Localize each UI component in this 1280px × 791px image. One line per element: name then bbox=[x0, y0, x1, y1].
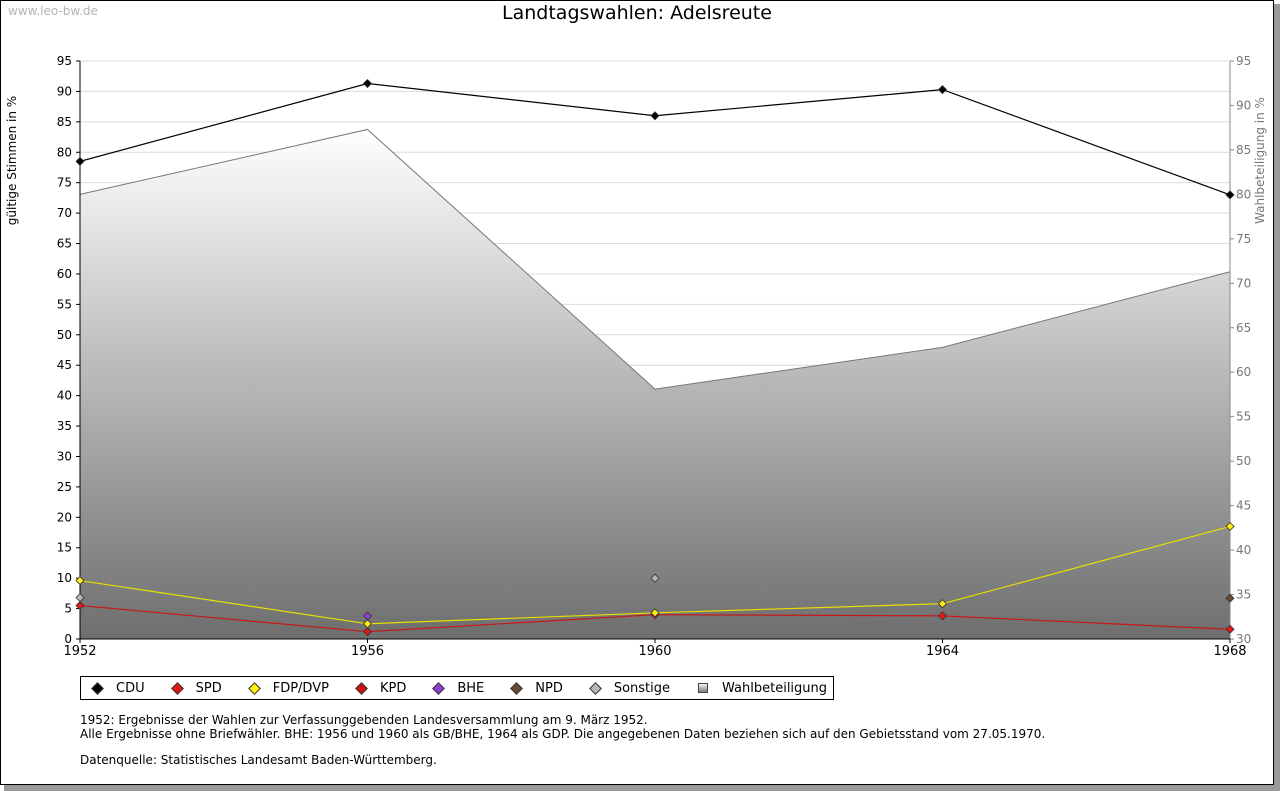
y-tick-label-right: 60 bbox=[1236, 365, 1251, 379]
legend-item-cdu: CDU bbox=[87, 681, 145, 696]
legend-label-kpd: KPD bbox=[379, 680, 407, 696]
y-tick-label-left: 45 bbox=[57, 358, 72, 372]
y-tick-label-left: 65 bbox=[57, 237, 72, 251]
legend-label-npd: NPD bbox=[535, 680, 563, 696]
legend-label-spd: SPD bbox=[195, 680, 222, 696]
y-tick-label-left: 95 bbox=[57, 54, 72, 68]
y-tick-label-right: 90 bbox=[1236, 98, 1251, 112]
y-tick-label-left: 30 bbox=[57, 449, 72, 463]
watermark: www.leo-bw.de bbox=[8, 4, 98, 18]
legend: CDU SPD FDP/DVP KPD BHE NPD Sonstige Wah… bbox=[80, 676, 835, 700]
legend-item-wahlbeteiligung: Wahlbeteiligung bbox=[692, 681, 827, 696]
frame-shadow-right bbox=[1274, 4, 1280, 791]
y-tick-label-right: 30 bbox=[1236, 632, 1251, 646]
legend-marker-sonstige bbox=[588, 681, 602, 695]
y-tick-label-right: 40 bbox=[1236, 543, 1251, 557]
y-tick-label-left: 50 bbox=[57, 328, 72, 342]
data-point-bhe bbox=[362, 611, 373, 621]
x-tick-label: 1968 bbox=[1213, 644, 1246, 659]
y-tick-label-right: 50 bbox=[1236, 454, 1251, 468]
y-tick-label-left: 75 bbox=[57, 176, 72, 190]
y-tick-label-right: 85 bbox=[1236, 143, 1251, 157]
legend-item-bhe: BHE bbox=[428, 681, 484, 696]
y-axis-title-left: gültige Stimmen in % bbox=[5, 96, 19, 225]
data-point-fdpdvp bbox=[75, 576, 85, 586]
footnotes: 1952: Ergebnisse der Wahlen zur Verfassu… bbox=[80, 713, 1045, 767]
chart-title: Landtagswahlen: Adelsreute bbox=[502, 2, 772, 24]
legend-marker-npd bbox=[510, 681, 524, 695]
y-tick-label-left: 70 bbox=[57, 206, 72, 220]
y-tick-label-left: 90 bbox=[57, 84, 72, 98]
turnout-line bbox=[79, 128, 1231, 390]
y-tick-label-left: 15 bbox=[57, 541, 72, 555]
data-point-cdu bbox=[75, 156, 85, 166]
legend-label-fdp: FDP/DVP bbox=[272, 680, 329, 696]
data-point-cdu bbox=[650, 111, 660, 121]
y-tick-label-left: 20 bbox=[57, 510, 72, 524]
legend-item-spd: SPD bbox=[167, 681, 222, 696]
legend-marker-cdu bbox=[91, 681, 104, 695]
legend-item-kpd: KPD bbox=[351, 681, 406, 696]
y-tick-label-right: 80 bbox=[1236, 187, 1251, 201]
frame-shadow-bottom bbox=[4, 785, 1280, 791]
data-point-fdpdvp bbox=[1225, 521, 1235, 532]
legend-item-sonstige: Sonstige bbox=[585, 681, 670, 696]
chart-canvas: 0 5 10 15 20 25 30 35 40 45 50 55 60 65 70 75 80 85 90 95 30… bbox=[5, 54, 1267, 659]
data-point-spd bbox=[1225, 624, 1235, 634]
data-point-sonstige bbox=[650, 573, 660, 583]
y-tick-label-left: 85 bbox=[57, 115, 72, 129]
data-point-fdpdvp bbox=[362, 619, 373, 629]
x-tick-label: 1960 bbox=[638, 644, 671, 659]
data-point-cdu bbox=[362, 78, 373, 89]
data-point-cdu bbox=[937, 85, 948, 95]
y-tick-label-left: 60 bbox=[57, 267, 72, 281]
y-tick-label-right: 45 bbox=[1236, 499, 1251, 513]
y-tick-label-left: 40 bbox=[57, 389, 72, 403]
data-point-fdpdvp bbox=[650, 608, 660, 618]
y-tick-label-left: 80 bbox=[57, 145, 72, 159]
data-point-spd bbox=[362, 627, 373, 637]
y-tick-label-left: 5 bbox=[64, 602, 72, 616]
data-point-cdu bbox=[1225, 190, 1235, 200]
legend-marker-wahlbeteiligung bbox=[698, 683, 709, 693]
footnote-briefwaehler: Alle Ergebnisse ohne Briefwähler. BHE: 1… bbox=[80, 727, 1046, 741]
y-tick-label-right: 35 bbox=[1236, 588, 1251, 602]
turnout-area bbox=[80, 129, 1230, 639]
x-tick-label: 1956 bbox=[351, 644, 384, 659]
y-tick-label-right: 70 bbox=[1236, 276, 1251, 290]
data-point-fdpdvp bbox=[937, 599, 948, 609]
y-axis-title-right: Wahlbeteiligung in % bbox=[1253, 97, 1267, 224]
legend-label-wahlbeteiligung: Wahlbeteiligung bbox=[722, 680, 828, 696]
legend-marker-fdp bbox=[247, 681, 261, 695]
data-point-sonstige bbox=[75, 593, 85, 603]
data-point-npd bbox=[1225, 593, 1235, 603]
y-tick-label-right: 65 bbox=[1236, 321, 1251, 335]
data-point-spd bbox=[937, 611, 948, 621]
y-tick-label-left: 10 bbox=[57, 571, 72, 585]
y-tick-label-left: 25 bbox=[57, 480, 72, 494]
footnote-1952: 1952: Ergebnisse der Wahlen zur Verfassu… bbox=[80, 713, 648, 727]
y-tick-label-right: 55 bbox=[1236, 410, 1251, 424]
legend-item-fdp: FDP/DVP bbox=[244, 681, 329, 696]
y-tick-label-right: 95 bbox=[1236, 54, 1251, 68]
legend-item-npd: NPD bbox=[506, 681, 563, 696]
y-tick-label-left: 0 bbox=[64, 632, 72, 646]
legend-label-bhe: BHE bbox=[457, 680, 485, 696]
y-tick-label-right: 75 bbox=[1236, 232, 1251, 246]
legend-label-sonstige: Sonstige bbox=[613, 680, 671, 696]
footnote-source: Datenquelle: Statistisches Landesamt Bad… bbox=[80, 753, 437, 767]
legend-label-cdu: CDU bbox=[116, 680, 145, 696]
legend-marker-kpd bbox=[355, 681, 368, 695]
legend-marker-bhe bbox=[432, 681, 446, 695]
data-point-spd bbox=[75, 600, 85, 611]
legend-marker-spd bbox=[170, 681, 184, 695]
x-tick-label: 1952 bbox=[63, 644, 96, 659]
y-tick-label-left: 35 bbox=[57, 419, 72, 433]
x-tick-label: 1964 bbox=[926, 644, 959, 659]
y-tick-label-left: 55 bbox=[57, 297, 72, 311]
